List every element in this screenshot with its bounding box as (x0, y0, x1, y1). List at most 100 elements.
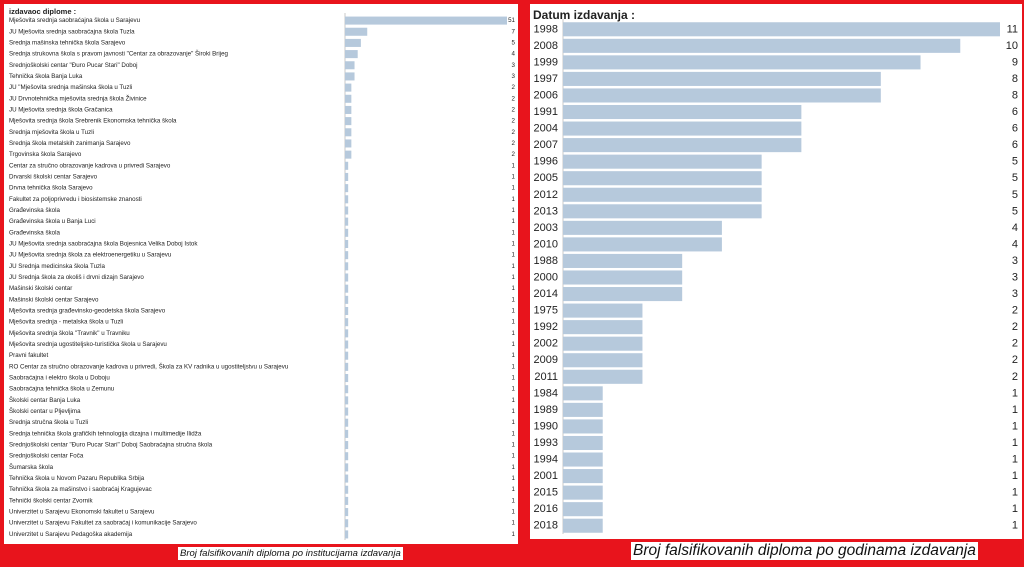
bar (345, 128, 352, 137)
bar (563, 104, 802, 120)
value-label: 1 (512, 375, 516, 382)
bar (563, 402, 603, 417)
value-label: 2 (1012, 321, 1018, 333)
bar (345, 530, 349, 539)
value-label: 1 (512, 185, 516, 192)
value-label: 9 (1012, 56, 1018, 68)
category-label: 1984 (534, 387, 558, 399)
value-label: 1 (1012, 404, 1018, 416)
value-label: 1 (512, 531, 516, 538)
bar (345, 150, 352, 159)
bar (345, 27, 368, 36)
category-label: JU Mješovita srednja škola za elektroene… (9, 252, 172, 259)
value-label: 3 (1012, 255, 1018, 267)
value-label: 6 (1012, 123, 1018, 135)
category-label: 1989 (534, 404, 558, 416)
bar (345, 474, 349, 483)
bar (345, 496, 349, 505)
category-label: Srednja stručna škola u Tuzli (9, 419, 88, 426)
category-label: Srednja strukovna škola s pravom javnost… (9, 51, 229, 58)
value-label: 2 (512, 84, 516, 91)
category-label: 2007 (534, 139, 558, 151)
bar (563, 287, 683, 302)
category-label: 2013 (534, 205, 558, 217)
value-label: 1 (512, 196, 516, 203)
category-label: JU Srednja medicinska škola Tuzla (9, 263, 106, 270)
category-label: Srednja mješovita škola u Tuzli (9, 129, 94, 136)
bar (563, 353, 643, 368)
category-label: Srednjoškolski centar "Đuro Pucar Stari"… (9, 62, 138, 69)
category-label: Tehnička škola za mašinstvo i saobraćaj … (9, 486, 152, 493)
institutions-chart-panel (4, 4, 518, 544)
bar (345, 441, 349, 450)
value-label: 4 (1012, 238, 1018, 250)
category-label: 1994 (534, 454, 558, 466)
bar (345, 306, 349, 316)
bar (345, 50, 358, 59)
category-label: 2016 (534, 503, 558, 515)
category-label: Srednjoškolski centar Foča (9, 453, 84, 460)
value-label: 6 (1012, 106, 1018, 118)
category-label: Saobraćajna tehnička škola u Zemunu (9, 386, 115, 393)
bar (563, 303, 643, 318)
value-label: 1 (512, 274, 516, 281)
value-label: 1 (512, 296, 516, 303)
value-label: 1 (512, 397, 516, 404)
bar (345, 340, 349, 349)
bar (563, 154, 762, 169)
bar (345, 519, 349, 528)
category-label: Mješovita srednja građevinsko-geodetska … (9, 308, 166, 315)
value-label: 2 (1012, 371, 1018, 383)
bar (345, 418, 349, 427)
bar (563, 435, 603, 451)
category-label: 1988 (534, 255, 558, 267)
value-label: 2 (512, 129, 516, 136)
value-label: 51 (508, 17, 515, 24)
value-label: 5 (1012, 156, 1018, 168)
chart-title: izdavaoc diplome : (9, 7, 76, 16)
bar (345, 318, 349, 327)
category-label: Školski centar Banja Luka (9, 397, 81, 404)
value-label: 6 (1012, 139, 1018, 151)
value-label: 8 (1012, 73, 1018, 85)
category-label: Drvarski školski centar Sarajevo (9, 173, 98, 180)
value-label: 5 (1012, 189, 1018, 201)
category-label: 2004 (534, 123, 558, 135)
bar (563, 220, 722, 235)
value-label: 1 (512, 263, 516, 270)
value-label: 1 (512, 363, 516, 370)
value-label: 1 (1012, 487, 1018, 499)
value-label: 4 (1012, 222, 1018, 234)
value-label: 1 (512, 475, 516, 482)
value-label: 2 (1012, 305, 1018, 317)
category-label: Univerzitet u Sarajevu Ekonomski fakulte… (9, 509, 155, 516)
value-label: 1 (512, 520, 516, 527)
chart-title: Datum izdavanja : (533, 8, 635, 22)
bar (345, 139, 352, 148)
category-label: RO Centar za stručno obrazovanje kadrova… (9, 363, 289, 370)
category-label: JU Drvnotehnička mješovita srednja škola… (9, 94, 147, 102)
category-label: 1990 (534, 420, 558, 432)
bar (345, 239, 349, 249)
category-label: Mašinski školski centar (9, 285, 72, 292)
category-label: JU Mješovita srednja škola Gračanica (9, 106, 113, 113)
bar (563, 320, 643, 335)
value-label: 1 (512, 464, 516, 471)
category-label: 2015 (534, 487, 558, 499)
category-label: 1993 (534, 437, 558, 449)
category-label: Mješovita srednja - metalska škola u Tuz… (9, 319, 123, 326)
value-label: 1 (512, 330, 516, 337)
value-label: 1 (1012, 454, 1018, 466)
value-label: 1 (512, 430, 516, 437)
category-label: 2018 (534, 520, 558, 532)
bar (563, 187, 762, 202)
value-label: 3 (1012, 288, 1018, 300)
value-label: 2 (1012, 354, 1018, 366)
category-label: 1992 (534, 321, 558, 333)
category-label: Saobraćajna i elektro škola u Doboju (9, 375, 110, 382)
category-label: Srednja mašinska tehnička škola Sarajevo (9, 39, 126, 46)
category-label: Šumarska škola (9, 464, 54, 471)
bar (563, 336, 643, 351)
value-label: 1 (512, 442, 516, 449)
